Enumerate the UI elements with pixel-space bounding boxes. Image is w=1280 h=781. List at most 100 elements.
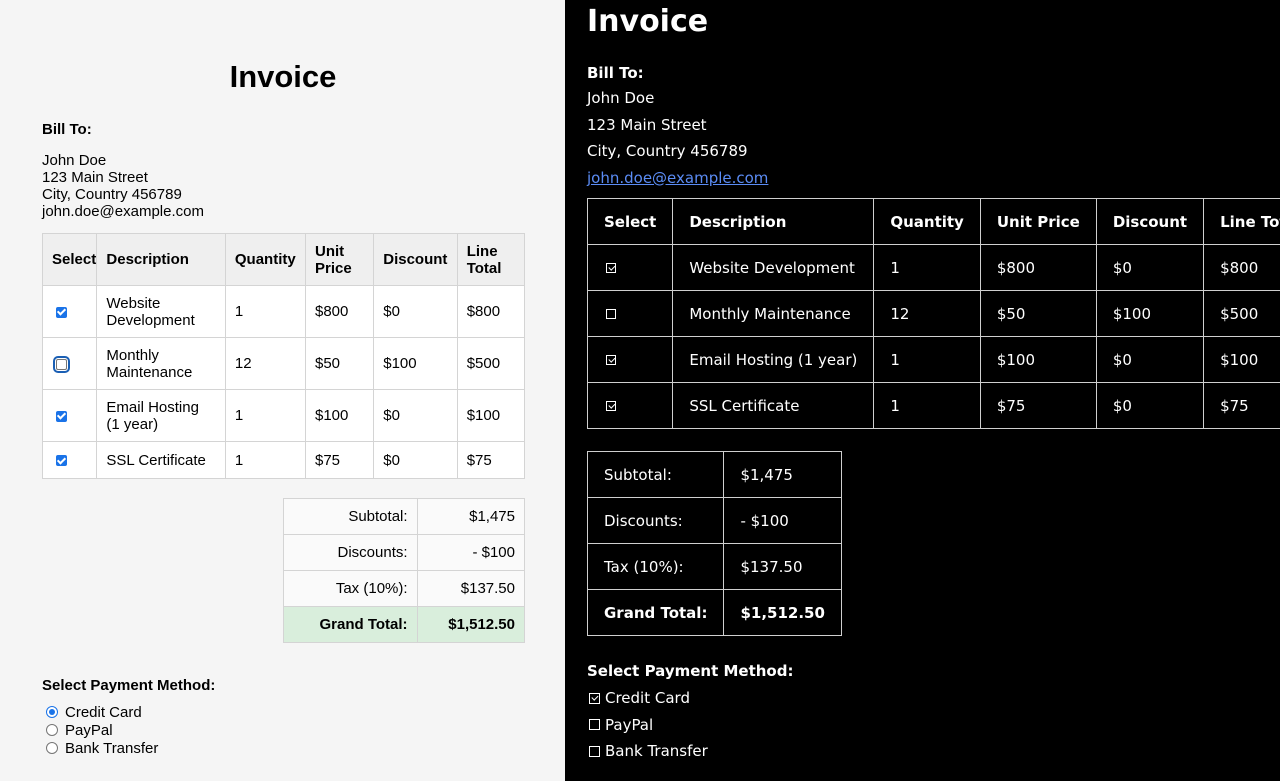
row-discount: $0: [373, 441, 458, 479]
payment-method-label: Select Payment Method:: [42, 677, 216, 694]
payment-option-paypal[interactable]: PayPal: [46, 721, 158, 739]
row-quantity: 1: [873, 336, 981, 383]
customer-name: John Doe: [42, 152, 107, 169]
row-quantity: 1: [224, 285, 306, 338]
customer-street: 123 Main Street: [42, 169, 148, 186]
tax-value: $137.50: [723, 543, 842, 590]
row-unit-price: $800: [304, 285, 375, 338]
header-discount: Discount: [1095, 198, 1205, 245]
customer-city: City, Country 456789: [587, 142, 748, 160]
discounts-row: Discounts: - $100: [283, 534, 526, 571]
row-description: Monthly Maintenance: [96, 337, 226, 390]
subtotal-value: $1,475: [416, 498, 526, 535]
table-row: Email Hosting (1 year) 1 $100 $0 $100: [586, 336, 1280, 383]
payment-option-label: PayPal: [605, 715, 654, 734]
subtotal-row: Subtotal: $1,475: [283, 498, 526, 535]
row-line-total: $100: [456, 389, 526, 442]
payment-option-credit-card[interactable]: Credit Card: [46, 703, 158, 721]
page-title: Invoice: [229, 59, 337, 94]
row-select-checkbox[interactable]: [56, 306, 67, 318]
checkbox-credit-card[interactable]: [589, 692, 600, 704]
row-select-checkbox[interactable]: [53, 355, 70, 373]
payment-option-label: Bank Transfer: [605, 742, 708, 761]
row-quantity: 1: [873, 244, 981, 291]
row-description: SSL Certificate: [96, 441, 226, 479]
row-line-total: $500: [1203, 290, 1280, 337]
customer-email: john.doe@example.com: [42, 203, 204, 220]
header-description: Description: [672, 198, 875, 245]
row-description: SSL Certificate: [672, 382, 875, 429]
row-quantity: 12: [873, 290, 981, 337]
table-row: SSL Certificate 1 $75 $0 $75: [586, 382, 1280, 429]
grand-total-value: $1,512.50: [416, 606, 526, 643]
tax-value: $137.50: [416, 570, 526, 607]
checkbox-bank-transfer[interactable]: [589, 745, 600, 757]
row-select-checkbox[interactable]: [56, 455, 67, 467]
discounts-row: Discounts: - $100: [586, 497, 842, 544]
subtotal-value: $1,475: [723, 451, 842, 498]
bill-to-address: John Doe 123 Main Street City, Country 4…: [587, 88, 768, 194]
row-select-checkbox[interactable]: [606, 263, 616, 273]
row-quantity: 1: [873, 382, 981, 429]
row-line-total: $75: [456, 441, 526, 479]
row-select-checkbox[interactable]: [56, 410, 67, 422]
row-unit-price: $50: [304, 337, 375, 390]
header-discount: Discount: [373, 233, 458, 286]
subtotal-row: Subtotal: $1,475: [586, 451, 842, 498]
row-line-total: $500: [456, 337, 526, 390]
left-invoice-panel: Invoice Bill To: John Doe 123 Main Stree…: [0, 0, 565, 781]
row-quantity: 12: [224, 337, 306, 390]
table-row: Website Development 1 $800 $0 $800: [41, 285, 526, 338]
payment-options: Credit Card PayPal Bank Transfer: [587, 685, 708, 765]
checkbox-paypal[interactable]: [589, 719, 600, 731]
radio-credit-card[interactable]: [46, 706, 58, 718]
header-line-total: Line Total: [456, 233, 526, 286]
row-select-checkbox[interactable]: [606, 355, 616, 365]
row-select-checkbox[interactable]: [606, 309, 616, 319]
discounts-value: - $100: [723, 497, 842, 544]
table-row: Monthly Maintenance 12 $50 $100 $500: [586, 290, 1280, 337]
payment-options: Credit Card PayPal Bank Transfer: [46, 703, 158, 757]
items-table: Select Description Quantity Unit Price D…: [41, 233, 526, 479]
table-header-row: Select Description Quantity Unit Price D…: [41, 233, 526, 286]
bill-to-label: Bill To:: [42, 121, 92, 138]
row-unit-price: $50: [979, 290, 1097, 337]
header-quantity: Quantity: [873, 198, 981, 245]
radio-paypal[interactable]: [46, 724, 58, 736]
payment-option-paypal[interactable]: PayPal: [587, 712, 708, 739]
items-table: Select Description Quantity Unit Price D…: [586, 198, 1280, 429]
tax-label: Tax (10%):: [283, 570, 418, 607]
row-discount: $0: [1095, 336, 1205, 383]
payment-option-credit-card[interactable]: Credit Card: [587, 685, 708, 712]
row-unit-price: $75: [304, 441, 375, 479]
row-line-total: $800: [456, 285, 526, 338]
row-line-total: $100: [1203, 336, 1280, 383]
grand-total-row: Grand Total: $1,512.50: [283, 606, 526, 643]
discounts-label: Discounts:: [283, 534, 418, 571]
row-description: Monthly Maintenance: [672, 290, 875, 337]
payment-option-label: Credit Card: [65, 703, 142, 721]
row-discount: $0: [373, 389, 458, 442]
grand-total-label: Grand Total:: [586, 589, 725, 636]
customer-email-link[interactable]: john.doe@example.com: [587, 168, 769, 187]
payment-option-label: Bank Transfer: [65, 739, 159, 757]
row-unit-price: $75: [979, 382, 1097, 429]
row-description: Email Hosting (1 year): [672, 336, 875, 383]
row-description: Website Development: [96, 285, 226, 338]
subtotal-label: Subtotal:: [283, 498, 418, 535]
right-invoice-panel: Invoice Bill To: John Doe 123 Main Stree…: [565, 0, 1280, 781]
row-unit-price: $100: [979, 336, 1097, 383]
table-header-row: Select Description Quantity Unit Price D…: [586, 198, 1280, 245]
payment-option-bank-transfer[interactable]: Bank Transfer: [46, 739, 158, 757]
row-discount: $100: [1095, 290, 1205, 337]
radio-bank-transfer[interactable]: [46, 742, 58, 754]
grand-total-label: Grand Total:: [283, 606, 418, 643]
grand-total-row: Grand Total: $1,512.50: [586, 589, 842, 636]
row-select-checkbox[interactable]: [606, 401, 616, 411]
table-row: Website Development 1 $800 $0 $800: [586, 244, 1280, 291]
bill-to-label: Bill To:: [587, 64, 644, 82]
row-discount: $0: [1095, 244, 1205, 291]
payment-option-bank-transfer[interactable]: Bank Transfer: [587, 738, 708, 765]
row-description: Website Development: [672, 244, 875, 291]
payment-option-label: Credit Card: [605, 689, 690, 708]
